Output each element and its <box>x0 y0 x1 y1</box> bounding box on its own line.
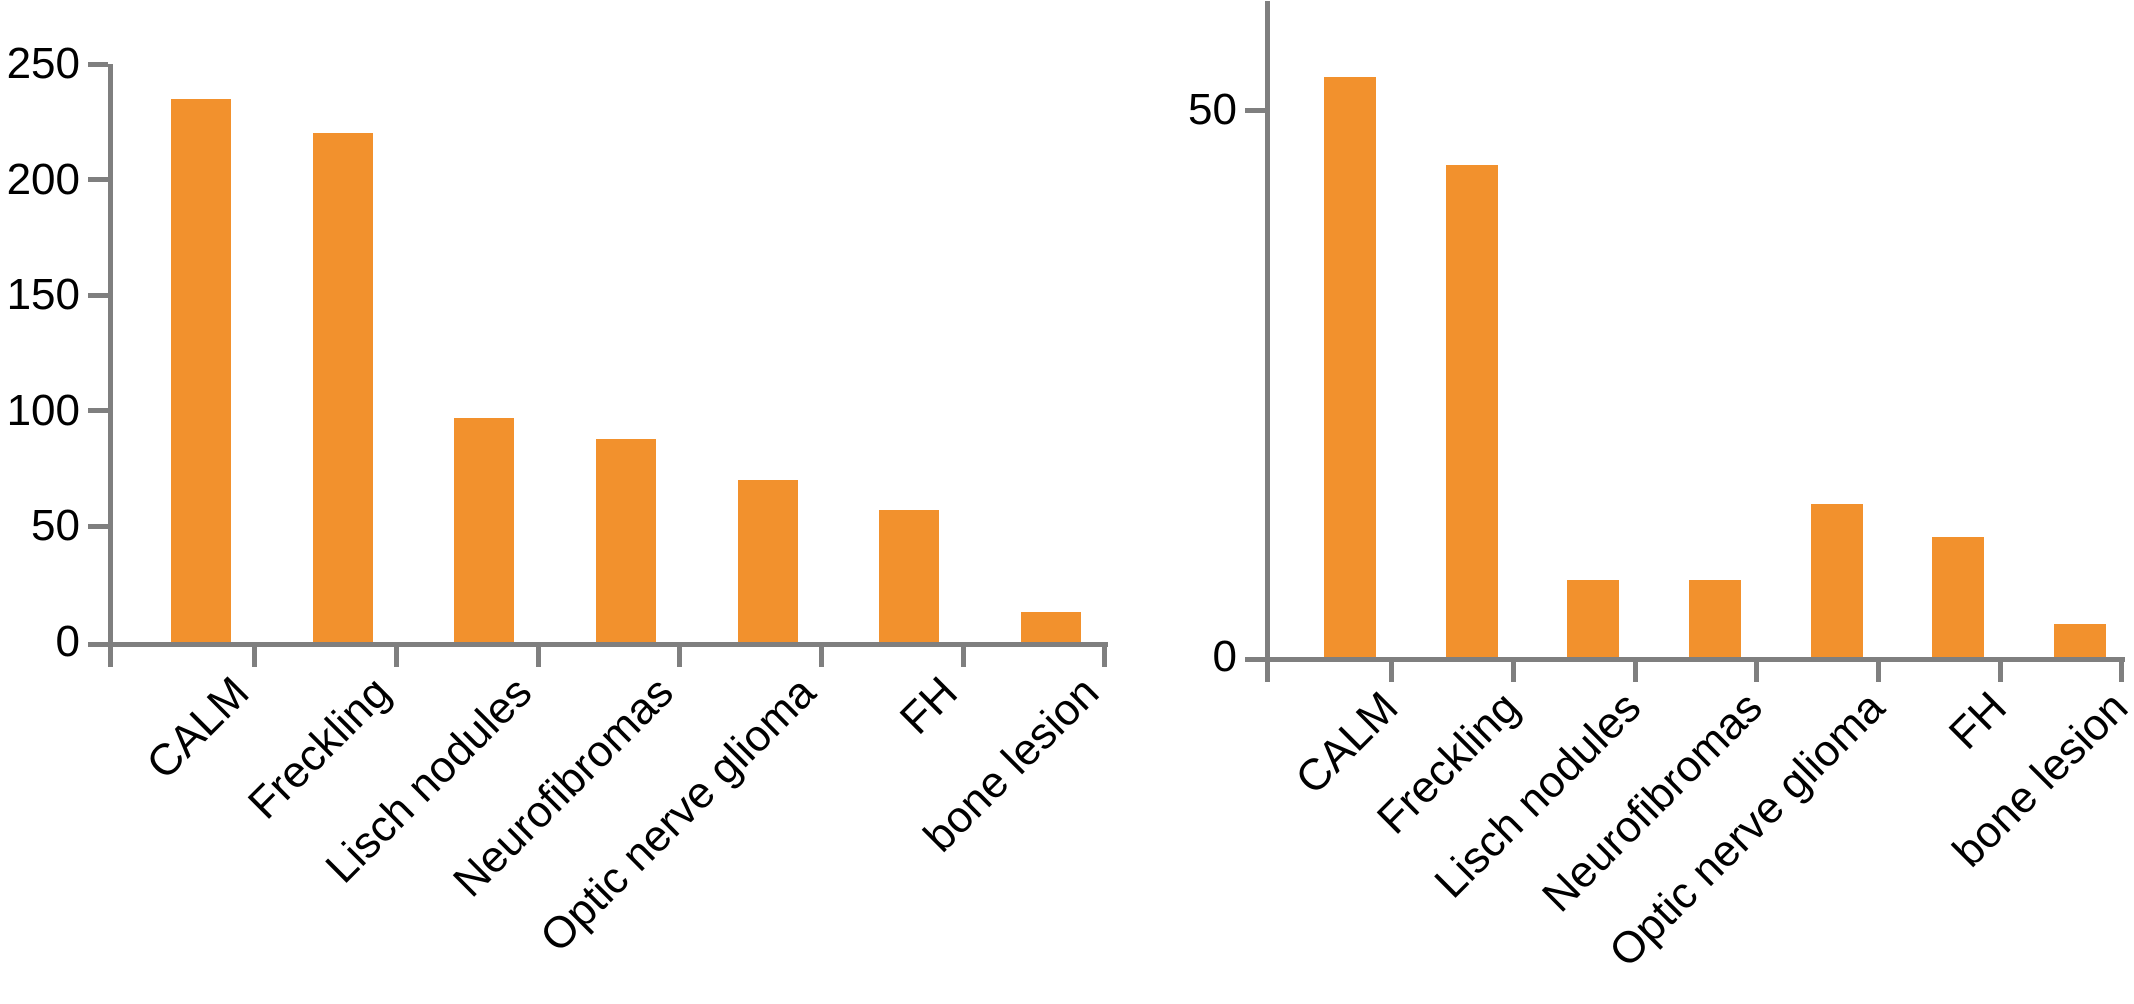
y-tick-label: 250 <box>6 39 80 88</box>
bar-lisch-nodules <box>454 417 515 642</box>
bar-bone-lesion <box>2054 624 2107 657</box>
x-axis-tick <box>108 647 113 667</box>
x-axis-tick <box>1876 662 1881 682</box>
y-tick-label: 50 <box>31 501 80 551</box>
y-tick-label: 0 <box>55 617 80 666</box>
bar-fh <box>1932 536 1985 657</box>
x-axis-tick <box>1102 647 1108 667</box>
x-axis-tick <box>2119 662 2125 682</box>
x-category-label: Neurofibromas <box>1533 682 1773 922</box>
y-axis-tick <box>88 642 108 647</box>
bar-bone-lesion <box>1021 611 1082 642</box>
y-axis-tick <box>1245 657 1265 662</box>
bar-calm <box>1323 77 1376 657</box>
x-axis-tick <box>1754 662 1760 682</box>
bar-freckling <box>312 133 373 642</box>
x-axis-tick <box>1997 662 2003 682</box>
y-axis-tick <box>88 61 108 67</box>
y-tick-label: 0 <box>1212 632 1237 681</box>
x-axis-tick <box>1510 662 1516 682</box>
y-tick-label: 100 <box>6 385 80 435</box>
x-axis-tick <box>393 647 399 667</box>
y-axis-tick <box>88 292 108 298</box>
bar-lisch-nodules <box>1567 580 1620 657</box>
bar-optic-nerve-glioma <box>1810 503 1863 657</box>
x-axis-tick <box>960 647 966 667</box>
bar-freckling <box>1445 164 1498 657</box>
x-axis-tick <box>535 647 541 667</box>
x-axis-tick <box>1632 662 1638 682</box>
bar-neurofibromas <box>1688 580 1741 657</box>
x-axis <box>1265 657 2125 662</box>
y-axis-tick <box>88 523 108 529</box>
x-axis-tick <box>252 647 258 667</box>
x-axis-tick <box>1389 662 1395 682</box>
bar-fh <box>879 510 940 642</box>
y-axis <box>1265 0 1270 662</box>
x-axis-tick <box>1265 662 1270 682</box>
x-axis <box>108 642 1108 647</box>
x-category-label: CALM <box>1286 682 1408 804</box>
y-axis-tick <box>88 177 108 183</box>
bar-calm <box>170 98 231 642</box>
x-axis-tick <box>677 647 683 667</box>
y-tick-label: 150 <box>6 270 80 320</box>
y-tick-label: 200 <box>6 154 80 204</box>
y-axis-tick <box>1245 107 1265 113</box>
x-category-label: FH <box>1939 682 2016 759</box>
y-tick-label: 50 <box>1188 85 1237 134</box>
y-axis <box>108 64 113 647</box>
x-axis-tick <box>819 647 824 667</box>
y-axis-tick <box>88 408 108 414</box>
bar-neurofibromas <box>595 438 656 642</box>
bar-optic-nerve-glioma <box>737 480 798 642</box>
